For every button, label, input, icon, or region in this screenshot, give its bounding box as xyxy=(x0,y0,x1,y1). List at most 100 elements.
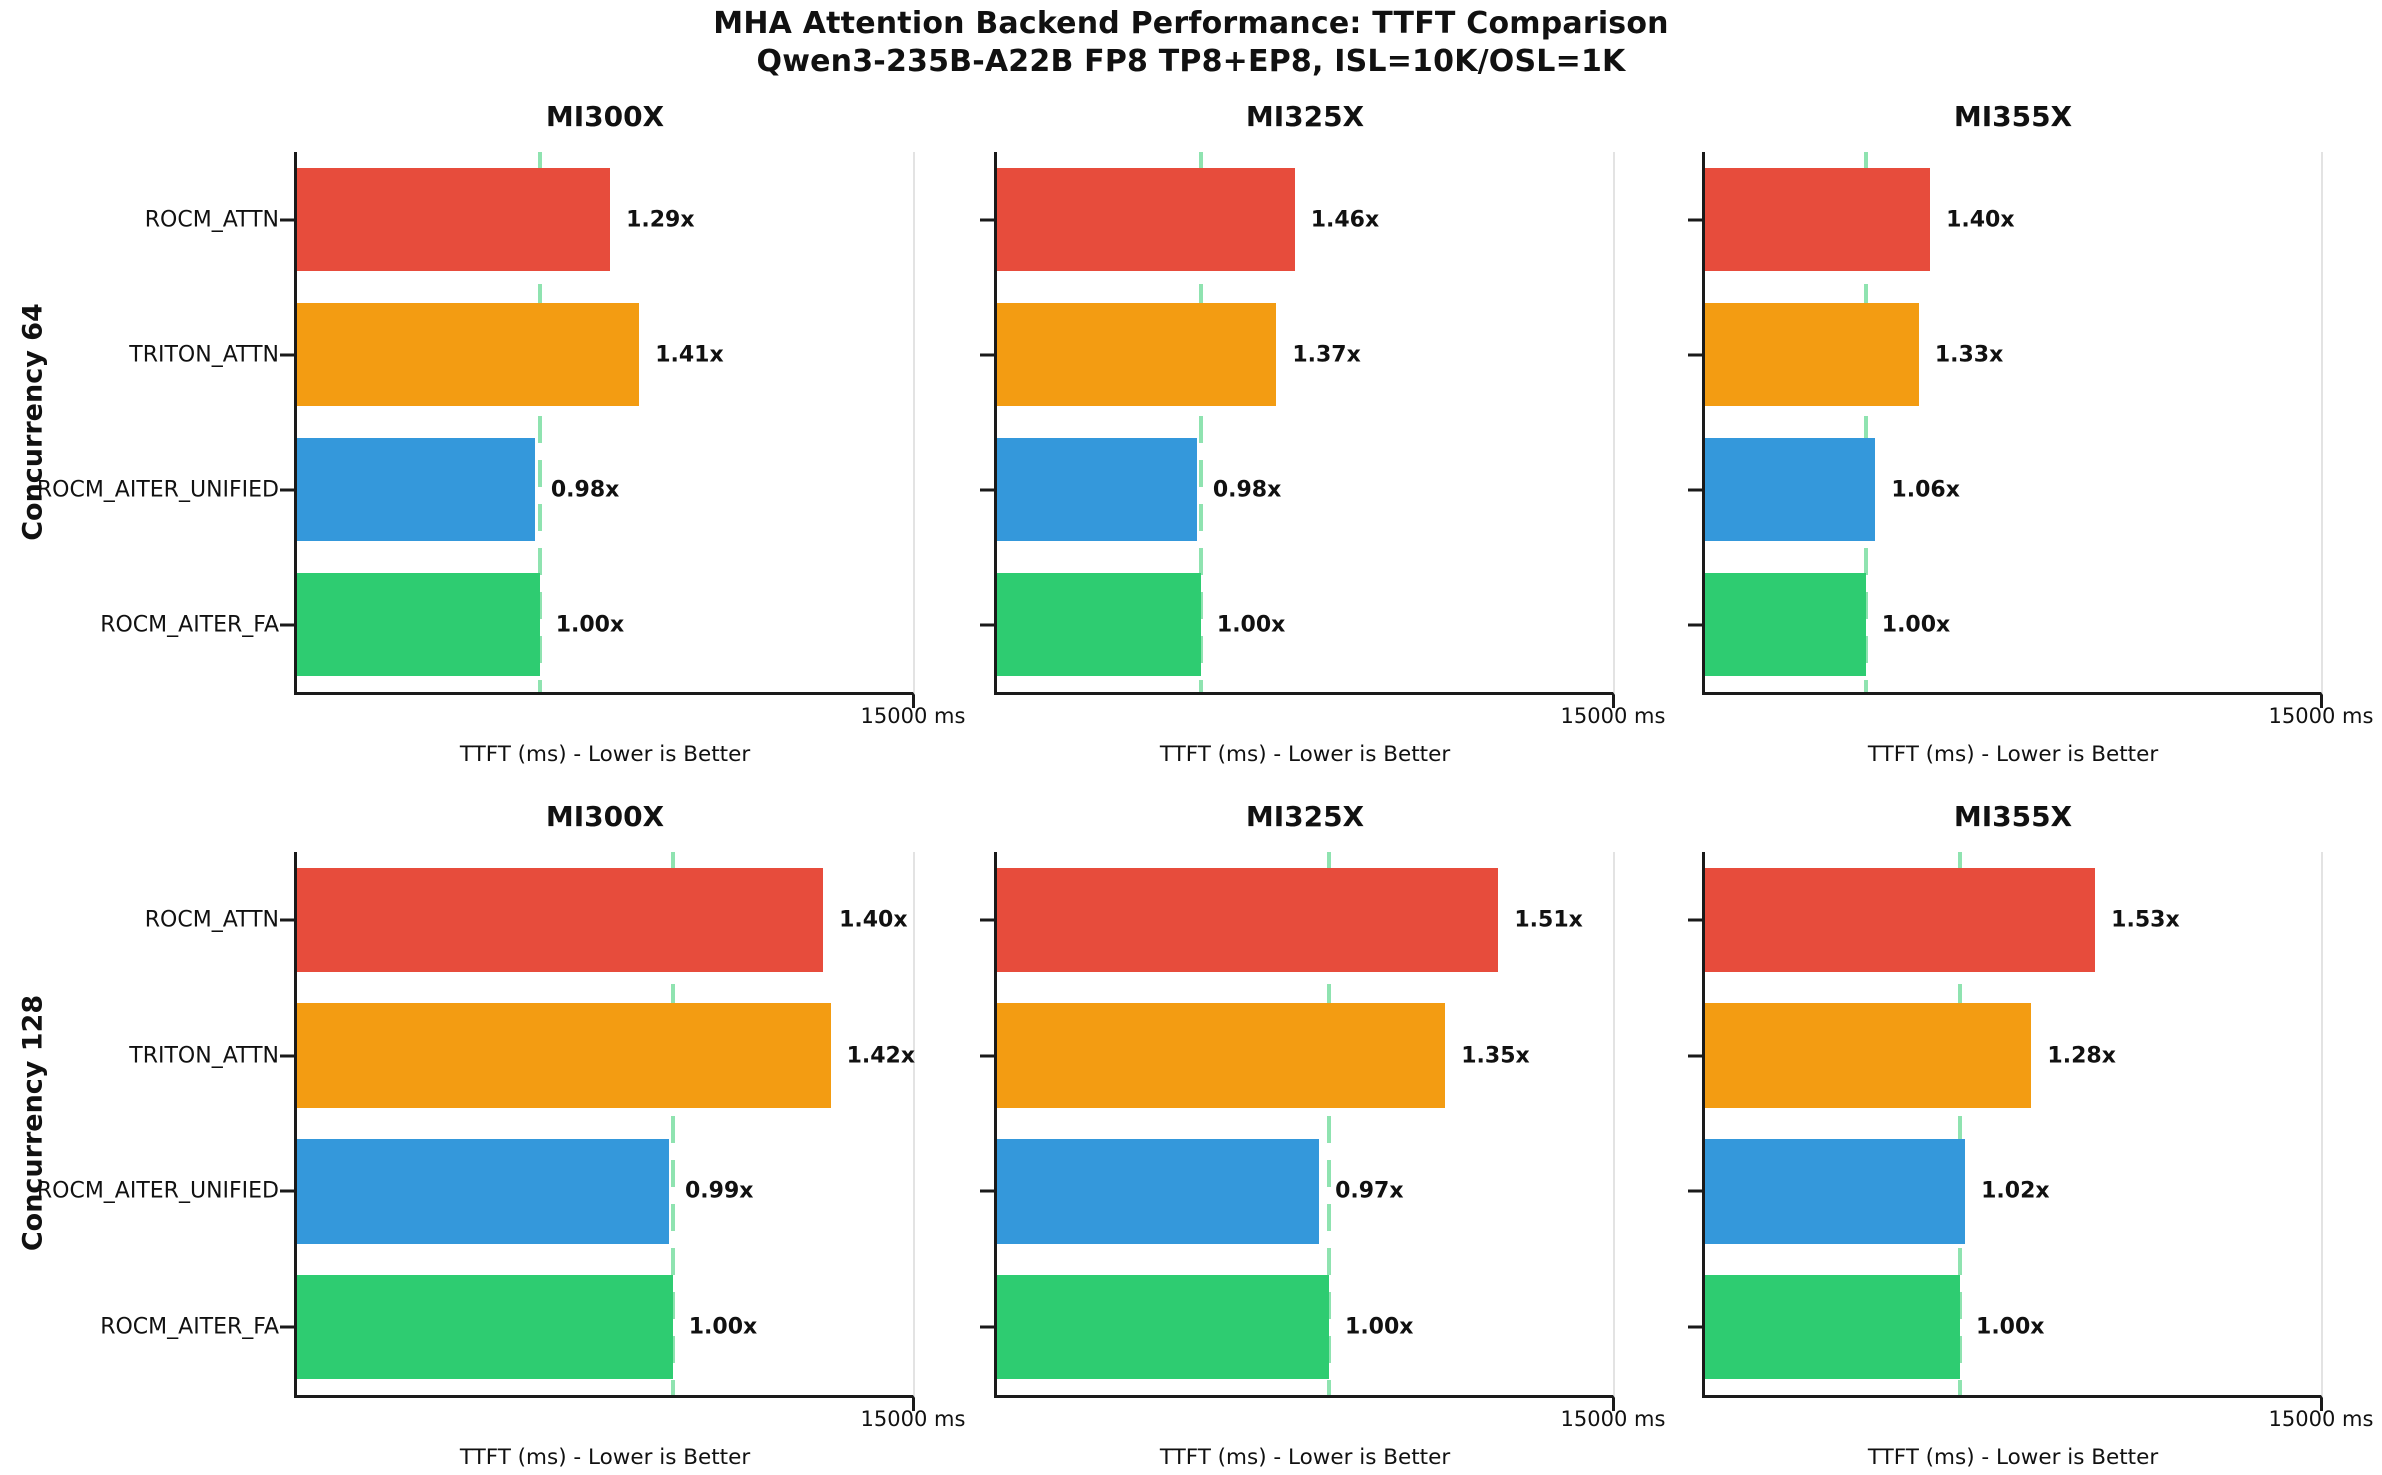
x-tick-label: 15000 ms xyxy=(2268,1407,2374,1431)
bar-rocm-aiter-fa xyxy=(1705,572,1866,677)
baseline-dashed-line xyxy=(670,852,675,1395)
y-tick-mark xyxy=(980,488,994,491)
bar-slot: 1.35x xyxy=(980,988,1613,1124)
y-tick-mark xyxy=(980,1325,994,1329)
bar-value-label: 1.00x xyxy=(1216,612,1286,637)
bar-triton-attn xyxy=(1705,302,1919,407)
category-label-rocm-aiter-unified: ROCM_AITER_UNIFIED xyxy=(36,1178,279,1204)
bar-slot: 1.00x xyxy=(1688,557,2321,692)
bar-rocm-aiter-unified xyxy=(1705,1139,1966,1244)
y-tick-mark xyxy=(280,218,294,221)
bar-slot: 1.40x xyxy=(1688,152,2321,287)
x-tick-label: 15000 ms xyxy=(2268,704,2374,728)
x-tick-label: 15000 ms xyxy=(860,1407,966,1431)
panel-title: MI325X xyxy=(1245,100,1365,133)
bar-rocm-attn xyxy=(997,167,1295,272)
bar-rocm-attn xyxy=(1705,867,2096,973)
x-axis-label: TTFT (ms) - Lower is Better xyxy=(459,742,751,767)
y-tick-mark xyxy=(280,918,294,922)
bar-triton-attn xyxy=(297,1003,831,1108)
bar-slot: 0.98x xyxy=(980,422,1613,557)
bar-slot: TRITON_ATTN 1.41x xyxy=(129,287,913,422)
bar-slot: ROCM_AITER_FA 1.00x xyxy=(100,557,913,692)
baseline-dashed-line xyxy=(1863,152,1868,692)
y-tick-mark xyxy=(280,1054,294,1058)
y-tick-mark xyxy=(980,918,994,922)
y-tick-mark xyxy=(280,353,294,356)
y-tick-mark xyxy=(1688,1054,1702,1058)
bar-slot: ROCM_ATTN 1.29x xyxy=(145,152,913,287)
bar-slot: 1.00x xyxy=(980,1259,1613,1395)
subplot-concurrency-64-mi355x: MI355X 1.40x 1.33x 1.06x 1.00x 15000 ms TTFT (… xyxy=(1688,100,2373,767)
panel-title: MI300X xyxy=(545,800,665,833)
bar-rocm-attn xyxy=(997,867,1499,973)
bar-slot: 1.00x xyxy=(980,557,1613,692)
bar-value-label: 1.06x xyxy=(1891,477,1960,502)
y-tick-mark xyxy=(1688,623,1702,626)
y-tick-mark xyxy=(1688,218,1702,221)
bar-slot: ROCM_ATTN 1.40x xyxy=(145,852,913,988)
category-label-rocm-aiter-fa: ROCM_AITER_FA xyxy=(100,612,279,637)
row-label-concurrency-128: Concurrency 128 xyxy=(17,994,49,1252)
bar-slot: 1.02x xyxy=(1688,1124,2321,1260)
x-tick-label: 15000 ms xyxy=(1560,704,1666,728)
y-tick-mark xyxy=(280,488,294,491)
bar-rocm-aiter-fa xyxy=(997,572,1201,677)
bar-rocm-aiter-unified xyxy=(997,437,1197,542)
bar-value-label: 0.98x xyxy=(1212,477,1282,502)
bar-value-label: 1.40x xyxy=(1946,207,2015,232)
y-tick-mark xyxy=(280,1325,294,1329)
x-tick-mark xyxy=(912,695,915,708)
bar-triton-attn xyxy=(997,302,1277,407)
bar-value-label: 1.37x xyxy=(1292,342,1361,367)
baseline-dashed-line xyxy=(1327,852,1332,1395)
x-axis-label: TTFT (ms) - Lower is Better xyxy=(1867,742,2159,767)
bar-slot: TRITON_ATTN 1.42x xyxy=(129,988,915,1124)
bar-rocm-aiter-fa xyxy=(297,572,540,677)
x-tick-mark xyxy=(1612,695,1615,708)
x-tick-mark xyxy=(2320,695,2323,708)
bar-slot: 1.51x xyxy=(980,852,1613,988)
category-label-rocm-attn: ROCM_ATTN xyxy=(144,207,279,232)
panel-title: MI355X xyxy=(1953,800,2073,833)
bar-value-label: 1.33x xyxy=(1934,342,2004,367)
bar-value-label: 1.00x xyxy=(555,612,625,637)
bar-slot: 1.06x xyxy=(1688,422,2321,557)
bar-triton-attn xyxy=(997,1003,1446,1108)
bar-rocm-attn xyxy=(1705,167,1931,272)
bar-rocm-attn xyxy=(297,867,824,973)
bar-value-label: 0.97x xyxy=(1335,1178,1404,1204)
bar-value-label: 1.00x xyxy=(1345,1314,1414,1340)
baseline-dashed-line xyxy=(1958,852,1963,1395)
y-tick-mark xyxy=(980,218,994,221)
panel-title: MI300X xyxy=(545,100,665,133)
x-axis-label: TTFT (ms) - Lower is Better xyxy=(1159,742,1451,767)
subplot-concurrency-128-mi300x: MI300X ROCM_ATTN 1.40x TRITON_ATTN 1.42x ROCM… xyxy=(37,800,966,1470)
y-tick-mark xyxy=(1688,1325,1702,1329)
x-tick-mark xyxy=(1612,1398,1615,1411)
bar-value-label: 1.46x xyxy=(1310,207,1380,232)
x-axis-label: TTFT (ms) - Lower is Better xyxy=(1867,1445,2159,1470)
baseline-dashed-line xyxy=(1198,152,1203,692)
y-tick-mark xyxy=(980,1189,994,1193)
panel-title: MI325X xyxy=(1245,800,1365,833)
bar-value-label: 1.00x xyxy=(688,1314,758,1340)
y-tick-mark xyxy=(1688,488,1702,491)
y-tick-mark xyxy=(280,623,294,626)
category-label-triton-attn: TRITON_ATTN xyxy=(129,342,279,367)
bar-rocm-aiter-unified xyxy=(997,1139,1320,1244)
subplot-concurrency-64-mi325x: MI325X 1.46x 1.37x 0.98x 1.00x 15000 ms TTFT (… xyxy=(980,100,1665,767)
bar-rocm-aiter-unified xyxy=(1705,437,1876,542)
bar-value-label: 1.29x xyxy=(626,207,695,232)
figure-title-line2: Qwen3-235B-A22B FP8 TP8+EP8, ISL=10K/OSL… xyxy=(756,44,1626,79)
bar-slot: 1.37x xyxy=(980,287,1613,422)
figure-title-line1: MHA Attention Backend Performance: TTFT … xyxy=(713,6,1669,41)
bar-rocm-aiter-unified xyxy=(297,1139,669,1244)
category-label-triton-attn: TRITON_ATTN xyxy=(129,1043,279,1069)
y-tick-mark xyxy=(980,353,994,356)
subplot-concurrency-64-mi300x: MI300X ROCM_ATTN 1.29x TRITON_ATTN 1.41x ROCM… xyxy=(37,100,966,767)
bar-slot: ROCM_AITER_UNIFIED 0.99x xyxy=(37,1124,913,1260)
bar-slot: 1.28x xyxy=(1688,988,2321,1124)
y-tick-mark xyxy=(280,1189,294,1193)
